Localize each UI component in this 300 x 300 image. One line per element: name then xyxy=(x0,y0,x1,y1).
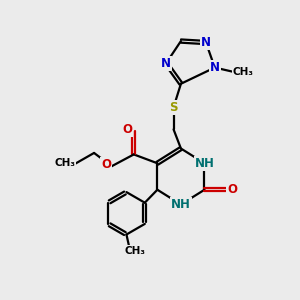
Text: NH: NH xyxy=(171,198,191,211)
Text: N: N xyxy=(161,57,171,70)
Text: CH₃: CH₃ xyxy=(233,67,254,77)
Text: N: N xyxy=(201,36,211,49)
Text: CH₃: CH₃ xyxy=(124,246,145,256)
Text: CH₃: CH₃ xyxy=(54,158,75,168)
Text: O: O xyxy=(122,123,132,136)
Text: S: S xyxy=(169,101,178,114)
Text: O: O xyxy=(101,158,111,171)
Text: O: O xyxy=(227,183,237,196)
Text: N: N xyxy=(210,61,220,74)
Text: NH: NH xyxy=(194,157,214,170)
